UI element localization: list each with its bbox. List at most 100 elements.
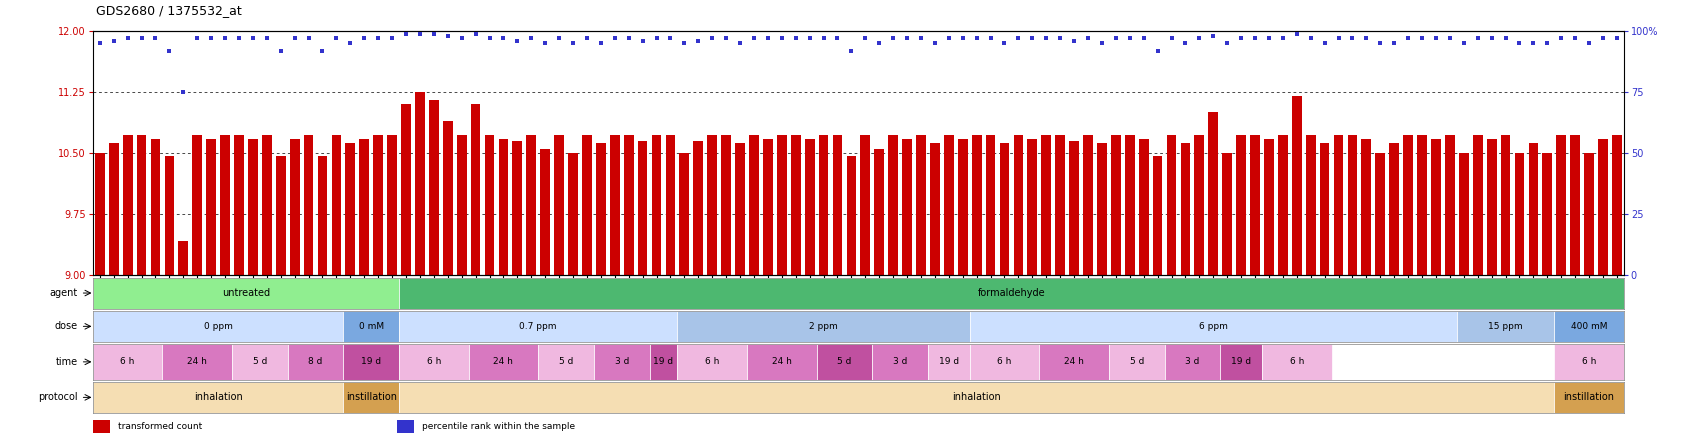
Text: 15 ppm: 15 ppm [1489,322,1523,331]
Point [309,47,336,54]
Point [518,35,545,42]
Point [712,35,739,42]
Point [879,35,906,42]
Bar [609,135,619,275]
Bar [275,156,285,275]
Bar [677,311,969,342]
Point [908,35,935,42]
Bar [1220,344,1263,380]
Point [1381,40,1408,47]
Point [699,35,726,42]
Point [142,35,169,42]
Bar [317,156,327,275]
Text: 6 h: 6 h [998,357,1011,366]
Bar [665,135,675,275]
Bar [721,135,731,275]
Point [630,37,657,44]
Point [1227,35,1254,42]
Bar [1612,135,1622,275]
Point [1436,35,1463,42]
Point [351,35,378,42]
Point [1060,37,1087,44]
Bar [1195,135,1204,275]
Point [240,35,267,42]
Bar [776,135,787,275]
Bar [1458,153,1469,275]
Bar [1307,135,1315,275]
Bar [93,344,162,380]
Text: dose: dose [54,321,78,331]
Point [797,35,824,42]
Bar [763,139,773,275]
Point [1033,35,1060,42]
Bar [1599,139,1609,275]
Point [1575,40,1602,47]
Point [1339,35,1366,42]
Bar [387,135,397,275]
Bar [680,153,689,275]
Point [977,35,1004,42]
Point [1296,35,1323,42]
Bar [1389,143,1399,275]
Point [1367,40,1394,47]
Text: 5 d: 5 d [837,357,852,366]
Point [1171,40,1198,47]
Bar [832,135,842,275]
Point [197,35,225,42]
Point [810,35,837,42]
Bar [861,135,871,275]
Bar [150,139,160,275]
Text: 19 d: 19 d [653,357,674,366]
Bar [917,135,925,275]
Bar [805,139,815,275]
Point [1214,40,1241,47]
Text: GDS2680 / 1375532_at: GDS2680 / 1375532_at [96,4,241,17]
Point [1241,35,1268,42]
Bar [736,143,744,275]
Point [1200,32,1227,40]
Point [1394,35,1421,42]
Bar [262,135,272,275]
Point [893,35,920,42]
Point [685,37,712,44]
Bar [108,143,118,275]
Bar [930,143,940,275]
Bar [873,344,928,380]
Bar [1139,139,1148,275]
Text: 3 d: 3 d [1185,357,1200,366]
Text: 24 h: 24 h [493,357,513,366]
Point [852,35,879,42]
Bar [1040,344,1109,380]
Bar [235,135,243,275]
Bar [1222,153,1232,275]
Point [1283,30,1310,37]
Bar [554,135,564,275]
Point [545,35,572,42]
Bar [1291,96,1301,275]
Bar [164,156,174,275]
Bar [1041,135,1052,275]
Bar [429,100,439,275]
Point [768,35,795,42]
Point [837,47,864,54]
Text: 3 d: 3 d [893,357,906,366]
Point [282,35,309,42]
Point [1548,35,1575,42]
Point [755,35,782,42]
Text: untreated: untreated [221,288,270,298]
Bar [972,135,981,275]
Bar [527,135,537,275]
Point [365,35,392,42]
Point [614,35,641,42]
Point [1408,35,1435,42]
Text: 19 d: 19 d [939,357,959,366]
Bar [206,139,216,275]
Bar [846,156,856,275]
Point [476,35,503,42]
Bar [1264,139,1274,275]
Text: protocol: protocol [37,392,78,402]
Bar [792,135,800,275]
Point [86,40,113,47]
Point [1075,35,1102,42]
Text: 400 mM: 400 mM [1572,322,1607,331]
